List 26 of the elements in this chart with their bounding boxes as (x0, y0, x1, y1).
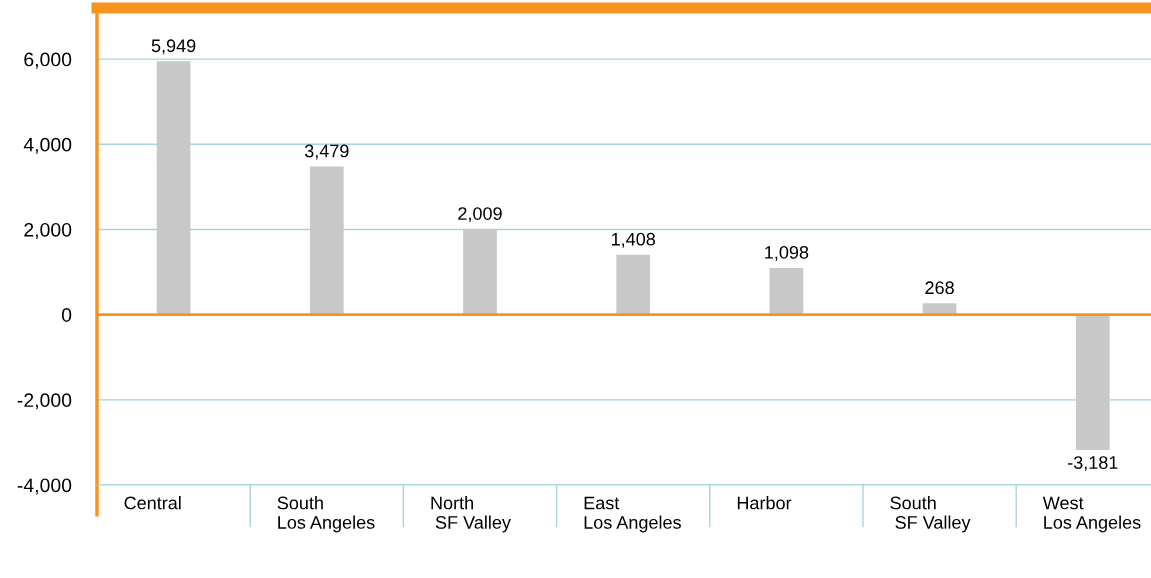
x-tick-label: West Los Angeles (1042, 496, 1141, 533)
x-tick-label: Harbor (737, 496, 792, 510)
data-label: 268 (925, 281, 954, 295)
y-tick-label: 4,000 (23, 137, 72, 154)
y-tick-label: -2,000 (17, 393, 72, 410)
x-tick-label: East Los Angeles (584, 496, 681, 533)
x-tick-label: Central (124, 496, 181, 510)
data-label: 2,009 (458, 207, 502, 223)
bar (616, 254, 651, 315)
data-label: 1,098 (765, 245, 809, 261)
bar (1075, 314, 1110, 451)
y-tick-label: 6,000 (24, 52, 72, 69)
y-tick-label: 2,000 (24, 222, 72, 239)
bar (156, 61, 191, 315)
x-tick-label: South SF Valley (890, 496, 971, 533)
bar (769, 267, 804, 315)
y-tick-label: 0 (61, 308, 72, 322)
x-tick-label: South Los Angeles (277, 496, 375, 533)
data-label: 5,949 (151, 39, 196, 55)
bar (309, 166, 344, 315)
data-label: -3,181 (1067, 456, 1118, 472)
data-label: 1,408 (611, 232, 655, 248)
bar (463, 229, 497, 315)
y-tick-label: -4,000 (17, 478, 72, 495)
x-tick-label: North SF Valley (431, 496, 511, 533)
data-label: 3,479 (304, 144, 349, 160)
